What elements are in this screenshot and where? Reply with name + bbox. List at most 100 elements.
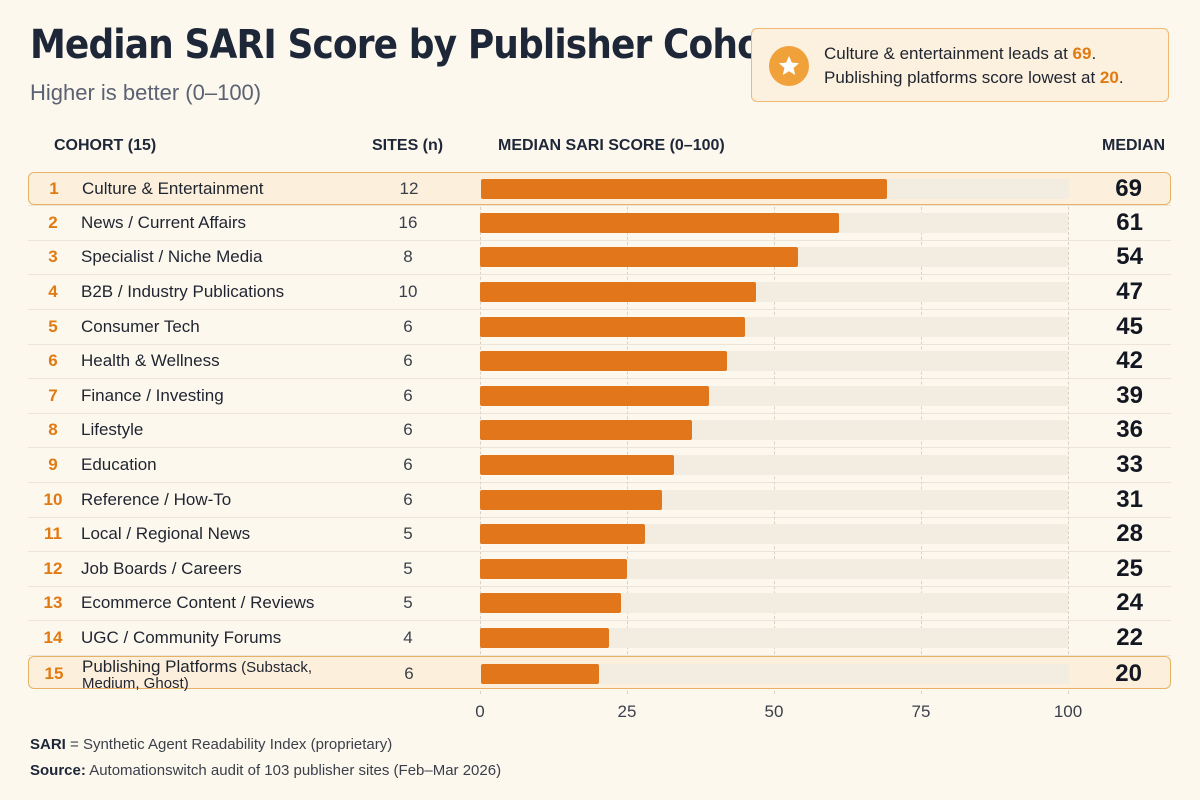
row-sites: 6	[403, 489, 413, 509]
row-sites: 16	[398, 212, 418, 232]
cohort-label: Ecommerce Content / Reviews	[81, 593, 315, 613]
row-median-value: 45	[1116, 312, 1143, 340]
cohort-label: Health & Wellness	[81, 351, 220, 371]
row-median-value: 28	[1116, 520, 1143, 548]
row-median-value: 25	[1116, 554, 1143, 582]
row-cohort-name: B2B / Industry Publications	[81, 282, 284, 302]
chart-subtitle: Higher is better (0–100)	[30, 80, 262, 105]
row-separator	[28, 378, 1171, 380]
row-separator	[28, 205, 1171, 207]
row-rank: 11	[44, 524, 62, 544]
row-median-value: 42	[1116, 347, 1143, 375]
row-rank: 14	[43, 628, 63, 648]
row-sites: 5	[403, 524, 413, 544]
row-median-value: 24	[1116, 589, 1143, 617]
bar	[480, 420, 692, 441]
bar	[480, 316, 745, 337]
bar-track	[480, 558, 1068, 579]
row-separator	[28, 516, 1171, 518]
row-cohort-name: Local / Regional News	[81, 524, 250, 544]
row-cohort-name: News / Current Affairs	[81, 213, 246, 233]
row-cohort-name: Lifestyle	[81, 420, 143, 440]
x-tick-label: 50	[764, 702, 784, 721]
header-cohort: COHORT (15)	[54, 137, 157, 154]
row-median-value: 20	[1115, 659, 1142, 687]
cohort-label: Culture & Entertainment	[82, 179, 264, 199]
footnote-source: Source: Automationswitch audit of 103 pu…	[30, 762, 502, 779]
cohort-label: Education	[81, 455, 157, 475]
row-rank: 7	[48, 385, 58, 405]
row-rank: 1	[49, 179, 59, 199]
row-median-value: 33	[1116, 451, 1143, 479]
table-row: 14 UGC / Community Forums 4 22	[28, 622, 1171, 655]
table-row: 15 Publishing Platforms (Substack, Medium…	[28, 656, 1171, 692]
row-rank: 3	[48, 247, 58, 267]
row-separator	[28, 585, 1171, 587]
row-sites: 6	[403, 351, 413, 371]
callout-box: Culture & entertainment leads at 69. Pub…	[751, 28, 1169, 102]
bar	[480, 455, 675, 476]
bar	[480, 524, 645, 545]
row-sites: 6	[403, 420, 413, 440]
row-cohort-name: Culture & Entertainment	[82, 179, 263, 199]
row-median-value: 36	[1116, 416, 1143, 444]
row-cohort-name: Education	[81, 455, 157, 475]
row-median-value: 47	[1116, 278, 1143, 306]
row-separator	[28, 481, 1171, 483]
row-sites: 6	[403, 316, 413, 336]
row-sites: 10	[398, 282, 418, 302]
row-rank: 6	[48, 351, 58, 371]
table-row: 9 Education 6 33	[28, 449, 1171, 482]
cohort-note: (Substack, Medium, Ghost)	[82, 658, 312, 692]
cohort-label: B2B / Industry Publications	[81, 282, 285, 302]
row-rank: 4	[48, 282, 58, 302]
x-tick-label: 75	[911, 702, 931, 721]
bar	[480, 212, 839, 233]
row-median-value: 39	[1116, 381, 1143, 409]
row-cohort-name: Ecommerce Content / Reviews	[81, 593, 314, 613]
callout-bottom-value: 20	[1099, 68, 1119, 87]
bar	[480, 385, 710, 406]
row-cohort-name: Finance / Investing	[81, 386, 224, 406]
row-rank: 13	[43, 593, 63, 613]
cohort-label: Finance / Investing	[81, 385, 224, 405]
bar	[480, 282, 757, 303]
cohort-label: Consumer Tech	[81, 316, 200, 336]
table-row: 5 Consumer Tech 6 45	[28, 310, 1171, 343]
callout-line-2: Publishing platforms score lowest at 20.	[824, 68, 1124, 87]
table-row: 12 Job Boards / Careers 5 25	[28, 553, 1171, 586]
bar	[480, 593, 622, 614]
chart-title: Median SARI Score by Publisher Cohort	[30, 22, 795, 68]
bar	[480, 351, 727, 372]
row-rank: 10	[43, 489, 63, 509]
row-rank: 5	[48, 316, 58, 336]
header-median: MEDIAN	[1102, 137, 1166, 154]
row-sites: 5	[403, 558, 413, 578]
row-sites: 4	[403, 628, 413, 648]
callout-line-1: Culture & entertainment leads at 69.	[824, 44, 1097, 63]
bar	[480, 558, 627, 579]
row-cohort-name: Reference / How-To	[81, 490, 231, 510]
row-separator	[28, 343, 1171, 345]
header-score: MEDIAN SARI SCORE (0–100)	[498, 137, 725, 154]
x-tick-label: 0	[475, 702, 485, 721]
row-rank: 8	[48, 420, 58, 440]
row-median-value: 69	[1115, 175, 1142, 203]
bar	[481, 663, 599, 684]
row-cohort-name: Specialist / Niche Media	[81, 247, 262, 267]
gridline-100	[1068, 172, 1069, 694]
bar-track	[481, 663, 1069, 684]
row-rank: 2	[48, 212, 58, 232]
row-separator	[28, 308, 1171, 310]
row-cohort-name: Job Boards / Careers	[81, 559, 242, 579]
row-separator	[28, 620, 1171, 622]
table-row: 1 Culture & Entertainment 12 69	[28, 172, 1171, 205]
callout-top-value: 69	[1072, 44, 1092, 63]
star-icon	[769, 46, 809, 86]
bar	[480, 628, 610, 649]
bar	[480, 489, 663, 510]
table-row: 2 News / Current Affairs 16 61	[28, 207, 1171, 240]
row-separator	[28, 447, 1171, 449]
row-cohort-name: UGC / Community Forums	[81, 628, 281, 648]
row-sites: 12	[399, 179, 419, 199]
